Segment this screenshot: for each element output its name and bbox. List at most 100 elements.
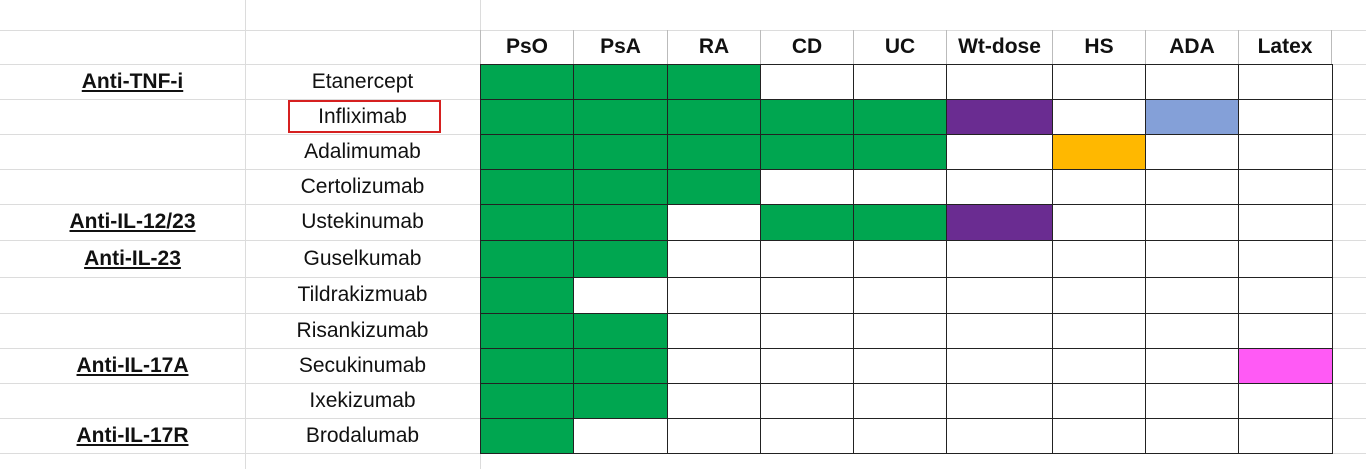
column-header: Latex bbox=[1238, 30, 1332, 64]
cell bbox=[946, 204, 1053, 241]
drug-label: Brodalumab bbox=[305, 423, 420, 447]
cell bbox=[1238, 240, 1333, 278]
cell bbox=[946, 169, 1053, 205]
cell bbox=[760, 383, 854, 419]
drug-label: Adalimumab bbox=[304, 139, 421, 163]
cell bbox=[1238, 169, 1333, 205]
class-label: Anti-TNF-i bbox=[81, 69, 184, 93]
cell bbox=[667, 64, 761, 100]
cell bbox=[480, 313, 574, 349]
cell bbox=[573, 313, 668, 349]
cell bbox=[573, 64, 668, 100]
cell bbox=[480, 169, 574, 205]
cell bbox=[1145, 240, 1239, 278]
drug-label: Infliximab bbox=[318, 104, 407, 128]
cell bbox=[853, 418, 947, 454]
cell bbox=[1052, 204, 1146, 241]
cell bbox=[667, 348, 761, 384]
cell bbox=[946, 313, 1053, 349]
cell bbox=[946, 64, 1053, 100]
cell bbox=[1145, 134, 1239, 170]
cell bbox=[1052, 169, 1146, 205]
drug-label: Etanercept bbox=[311, 69, 414, 93]
cell bbox=[1052, 277, 1146, 314]
cell bbox=[760, 277, 854, 314]
drug-label: Tildrakizmuab bbox=[297, 283, 428, 306]
column-header: Wt-dose bbox=[946, 30, 1052, 64]
drug-label: Risankizumab bbox=[296, 318, 429, 342]
cell bbox=[667, 99, 761, 135]
cell bbox=[853, 240, 947, 278]
drug-label: Ixekizumab bbox=[309, 388, 416, 412]
cell bbox=[1145, 204, 1239, 241]
column-header: HS bbox=[1052, 30, 1145, 64]
drug-label: Guselkumab bbox=[303, 246, 422, 270]
cell bbox=[667, 169, 761, 205]
cell bbox=[760, 64, 854, 100]
column-header: RA bbox=[667, 30, 760, 64]
cell bbox=[1052, 64, 1146, 100]
cell bbox=[1145, 313, 1239, 349]
column-header: ADA bbox=[1145, 30, 1238, 64]
sheet-gridline bbox=[0, 30, 1366, 31]
cell bbox=[667, 277, 761, 314]
cell bbox=[1052, 134, 1146, 170]
column-header: PsA bbox=[573, 30, 667, 64]
drug-label: Secukinumab bbox=[298, 353, 427, 377]
column-header: CD bbox=[760, 30, 853, 64]
cell bbox=[853, 64, 947, 100]
cell bbox=[480, 383, 574, 419]
cell bbox=[1238, 348, 1333, 384]
cell bbox=[760, 169, 854, 205]
cell bbox=[853, 313, 947, 349]
cell bbox=[853, 277, 947, 314]
cell bbox=[853, 204, 947, 241]
cell bbox=[480, 64, 574, 100]
drug-label: Certolizumab bbox=[300, 174, 425, 198]
cell bbox=[760, 240, 854, 278]
cell bbox=[667, 313, 761, 349]
cell bbox=[1238, 383, 1333, 419]
column-header: UC bbox=[853, 30, 946, 64]
cell bbox=[1145, 383, 1239, 419]
cell bbox=[667, 418, 761, 454]
cell bbox=[480, 348, 574, 384]
class-label: Anti-IL-23 bbox=[84, 246, 181, 270]
cell bbox=[1052, 313, 1146, 349]
sheet-gridline bbox=[245, 0, 246, 469]
cell bbox=[667, 204, 761, 241]
cell bbox=[946, 240, 1053, 278]
cell bbox=[760, 313, 854, 349]
cell bbox=[573, 418, 668, 454]
cell bbox=[573, 99, 668, 135]
cell bbox=[946, 99, 1053, 135]
cell bbox=[480, 240, 574, 278]
drug-label: Ustekinumab bbox=[301, 210, 424, 233]
cell bbox=[1238, 64, 1333, 100]
cell bbox=[1145, 64, 1239, 100]
cell bbox=[760, 418, 854, 454]
cell bbox=[1145, 169, 1239, 205]
class-label: Anti-IL-17A bbox=[76, 353, 189, 377]
class-label: Anti-IL-12/23 bbox=[69, 210, 196, 233]
cell bbox=[1052, 99, 1146, 135]
cell bbox=[667, 240, 761, 278]
cell bbox=[946, 277, 1053, 314]
cell bbox=[760, 134, 854, 170]
cell bbox=[1238, 418, 1333, 454]
highlight-box bbox=[288, 100, 441, 133]
cell bbox=[1052, 348, 1146, 384]
cell bbox=[946, 134, 1053, 170]
cell bbox=[853, 99, 947, 135]
cell bbox=[853, 348, 947, 384]
cell bbox=[760, 348, 854, 384]
cell bbox=[1145, 277, 1239, 314]
cell bbox=[1238, 99, 1333, 135]
cell bbox=[573, 204, 668, 241]
cell bbox=[573, 383, 668, 419]
cell bbox=[573, 277, 668, 314]
class-label: Anti-IL-17R bbox=[76, 423, 189, 447]
cell bbox=[573, 240, 668, 278]
cell bbox=[760, 204, 854, 241]
cell bbox=[1052, 383, 1146, 419]
